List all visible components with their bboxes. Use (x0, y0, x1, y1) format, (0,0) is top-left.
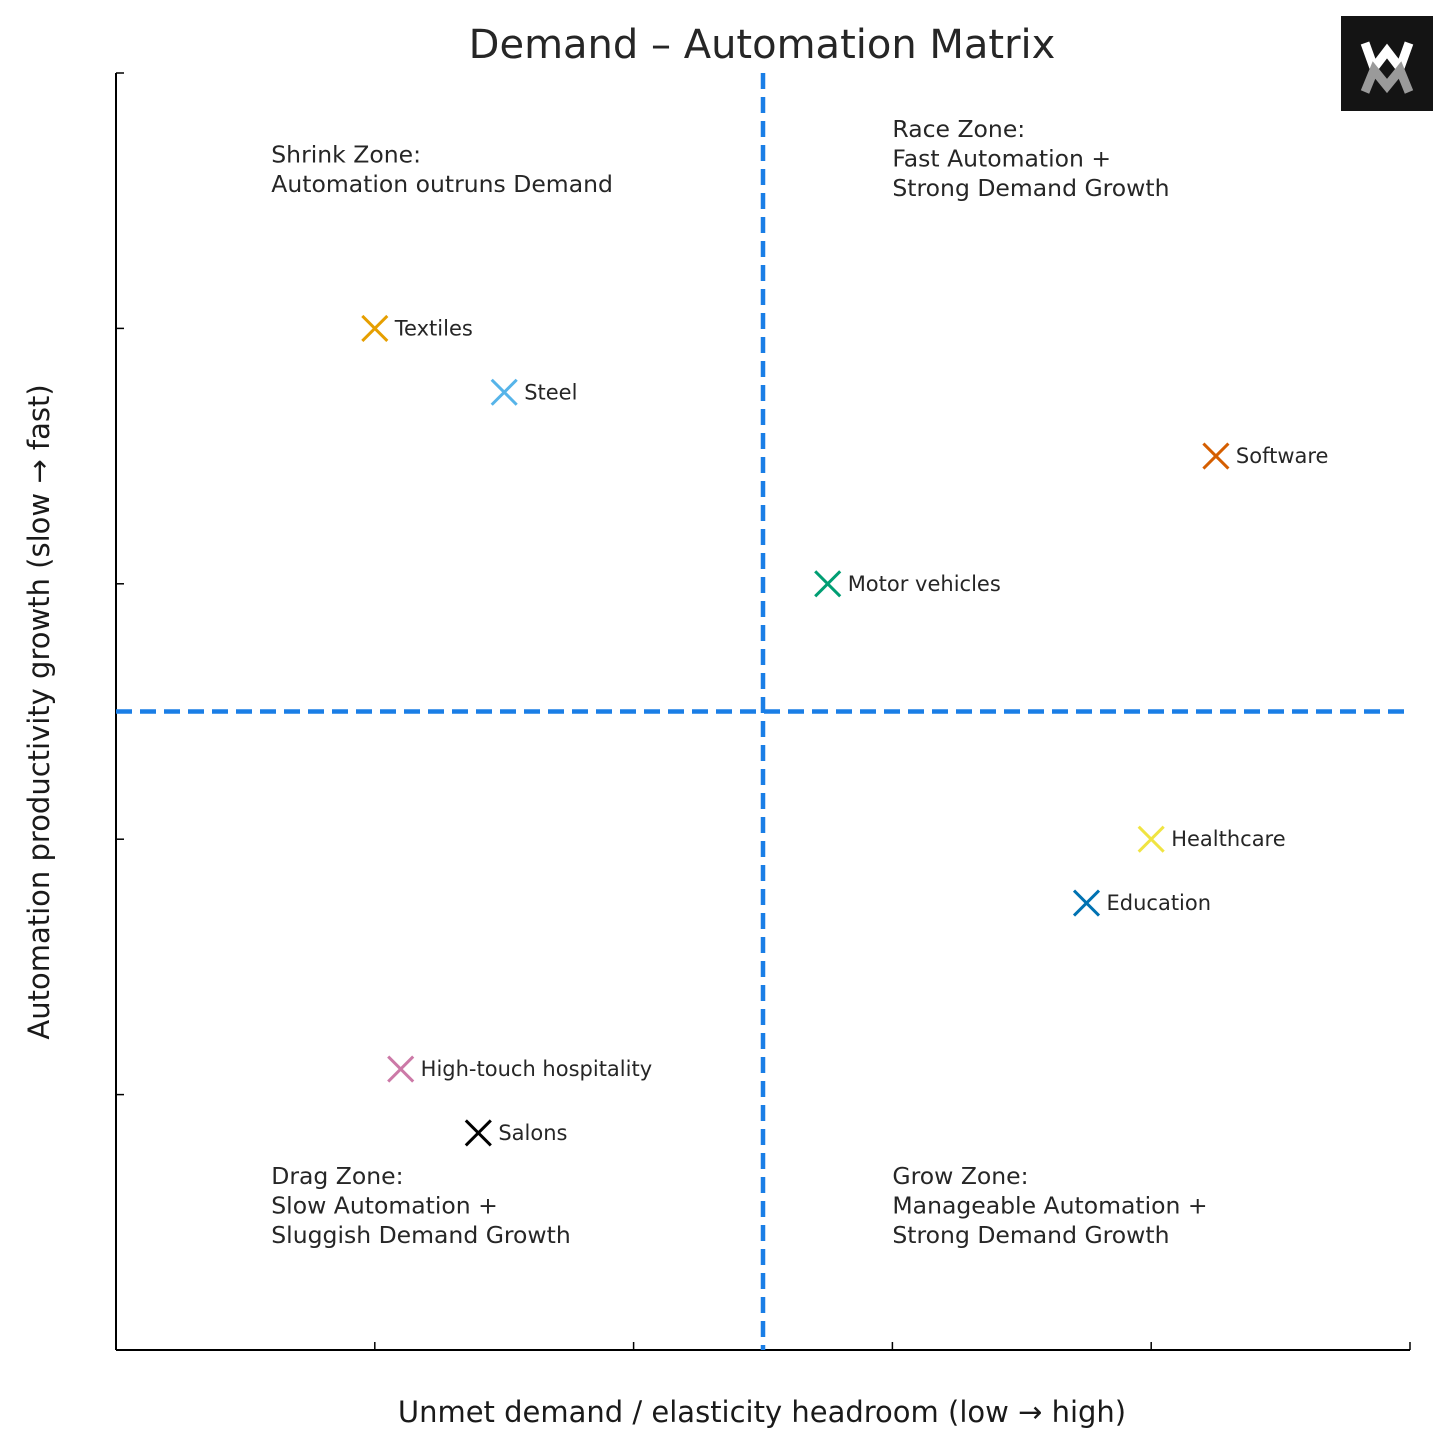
logo-mark (1360, 41, 1414, 94)
point-salons: Salons (464, 1119, 567, 1147)
data-points: Textiles Steel Software Motor vehicles Healt… (361, 314, 1329, 1147)
point-marker (1137, 825, 1165, 853)
point-education: Education (1072, 889, 1212, 917)
drag-zone-line: Sluggish Demand Growth (271, 1221, 571, 1249)
zone-annotations: Shrink Zone: Automation outruns Demand Rac… (271, 115, 1207, 1249)
race-zone: Race Zone: Fast Automation + Strong Demand… (892, 115, 1169, 202)
grow-zone-line: Manageable Automation + (892, 1191, 1207, 1219)
point-healthcare: Healthcare (1137, 825, 1286, 853)
logo (1341, 16, 1433, 111)
point-label: Education (1107, 891, 1212, 915)
race-zone-line: Strong Demand Growth (892, 174, 1169, 202)
shrink-zone-line: Automation outruns Demand (271, 170, 613, 198)
x-axis-label: Unmet demand / elasticity headroom (low … (398, 1395, 1126, 1429)
drag-zone-line: Slow Automation + (271, 1191, 498, 1219)
point-marker (464, 1119, 492, 1147)
point-label: Healthcare (1171, 827, 1285, 851)
grow-zone: Grow Zone: Manageable Automation + Strong … (892, 1162, 1207, 1249)
point-software: Software (1202, 442, 1329, 470)
point-marker (361, 314, 389, 342)
drag-zone: Drag Zone: Slow Automation + Sluggish Dema… (271, 1162, 571, 1249)
grow-zone-line: Strong Demand Growth (892, 1221, 1169, 1249)
chart-title: Demand – Automation Matrix (469, 22, 1056, 68)
point-marker (814, 570, 842, 598)
y-axis-label: Automation productivity growth (slow → f… (22, 384, 56, 1039)
drag-zone-line: Drag Zone: (271, 1162, 403, 1190)
point-label: Salons (498, 1121, 567, 1145)
point-label: Steel (524, 380, 577, 404)
point-marker (490, 378, 518, 406)
shrink-zone: Shrink Zone: Automation outruns Demand (271, 140, 613, 198)
shrink-zone-line: Shrink Zone: (271, 140, 421, 168)
point-label: Motor vehicles (848, 572, 1001, 596)
point-high-touch-hospitality: High-touch hospitality (387, 1055, 652, 1083)
point-marker (1202, 442, 1230, 470)
quadrant-dividers (116, 73, 1410, 1350)
grow-zone-line: Grow Zone: (892, 1162, 1028, 1190)
point-textiles: Textiles (361, 314, 473, 342)
point-motor-vehicles: Motor vehicles (814, 570, 1001, 598)
point-marker (387, 1055, 415, 1083)
point-steel: Steel (490, 378, 577, 406)
point-label: High-touch hospitality (421, 1057, 652, 1081)
point-marker (1072, 889, 1101, 917)
point-label: Textiles (394, 316, 473, 340)
race-zone-line: Race Zone: (892, 115, 1025, 143)
race-zone-line: Fast Automation + (892, 144, 1111, 172)
point-label: Software (1236, 444, 1329, 468)
